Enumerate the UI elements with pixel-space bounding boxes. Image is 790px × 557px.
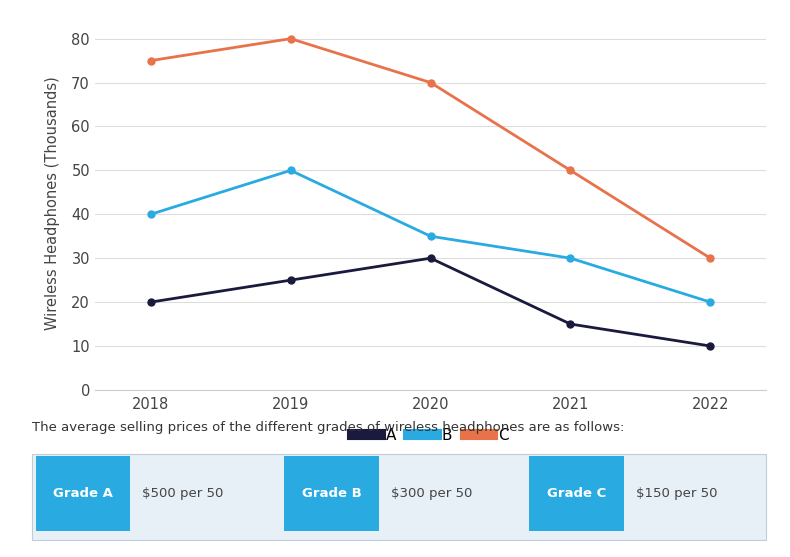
C (146, 57, 156, 64)
Line: A: A (147, 255, 714, 349)
A (426, 255, 435, 262)
B (286, 167, 295, 174)
A (566, 321, 575, 328)
Text: Grade B: Grade B (302, 487, 362, 500)
Text: $150 per 50: $150 per 50 (636, 487, 717, 500)
Y-axis label: Wireless Headphones (Thousands): Wireless Headphones (Thousands) (45, 76, 60, 330)
C (705, 255, 715, 262)
Legend: A, B, C: A, B, C (346, 421, 515, 449)
B (426, 233, 435, 240)
Text: Grade A: Grade A (53, 487, 113, 500)
Line: B: B (147, 167, 714, 306)
C (426, 79, 435, 86)
Text: $300 per 50: $300 per 50 (391, 487, 472, 500)
Text: The average selling prices of the different grades of wireless headphones are as: The average selling prices of the differ… (32, 421, 624, 433)
Text: $500 per 50: $500 per 50 (142, 487, 224, 500)
A (705, 343, 715, 349)
Text: Grade C: Grade C (547, 487, 607, 500)
B (705, 299, 715, 305)
Line: C: C (147, 35, 714, 262)
B (146, 211, 156, 218)
C (286, 35, 295, 42)
C (566, 167, 575, 174)
A (286, 277, 295, 284)
A (146, 299, 156, 305)
B (566, 255, 575, 262)
